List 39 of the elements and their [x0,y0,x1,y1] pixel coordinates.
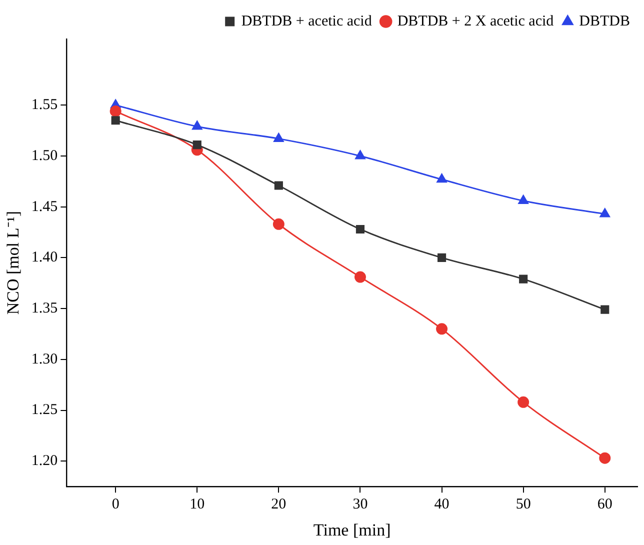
point [274,181,283,190]
x-tick-label: 60 [597,496,612,513]
x-axis-title: Time [min] [313,520,391,540]
y-tick-label: 1.50 [31,148,58,164]
point [436,323,448,335]
y-tick-label: 1.40 [31,250,58,266]
legend-label: DBTDB [579,13,630,30]
point [600,305,610,314]
point [519,274,528,284]
point [274,132,284,142]
y-tick-label: 1.45 [31,198,58,215]
point [111,116,120,125]
point [518,194,528,204]
point [355,150,366,160]
point [437,253,446,262]
point [436,174,447,183]
x-tick-label: 20 [271,496,286,513]
point [272,218,284,230]
point [518,396,530,408]
legend-label: DBTDB + acetic acid [241,13,372,30]
x-tick-label: 50 [516,496,531,513]
y-axis-title: NCO [mol L⁻¹] [4,210,23,315]
x-tick-label: 30 [352,496,368,513]
y-tick-label: 1.20 [31,453,58,470]
y-tick-label: 1.25 [31,402,58,418]
x-tick-label: 10 [190,496,205,513]
point [192,140,202,150]
point [110,105,122,117]
x-tick-label: 0 [112,496,120,513]
point [356,224,365,234]
point [354,271,366,283]
y-tick-label: 1.55 [31,97,58,114]
y-tick-label: 1.35 [31,300,58,317]
point [599,452,611,464]
y-tick-label: 1.30 [31,351,58,368]
x-tick-label: 40 [434,496,450,513]
legend-label: DBTDB + 2 X acetic acid [397,13,554,30]
point [600,208,610,218]
point [192,120,202,130]
